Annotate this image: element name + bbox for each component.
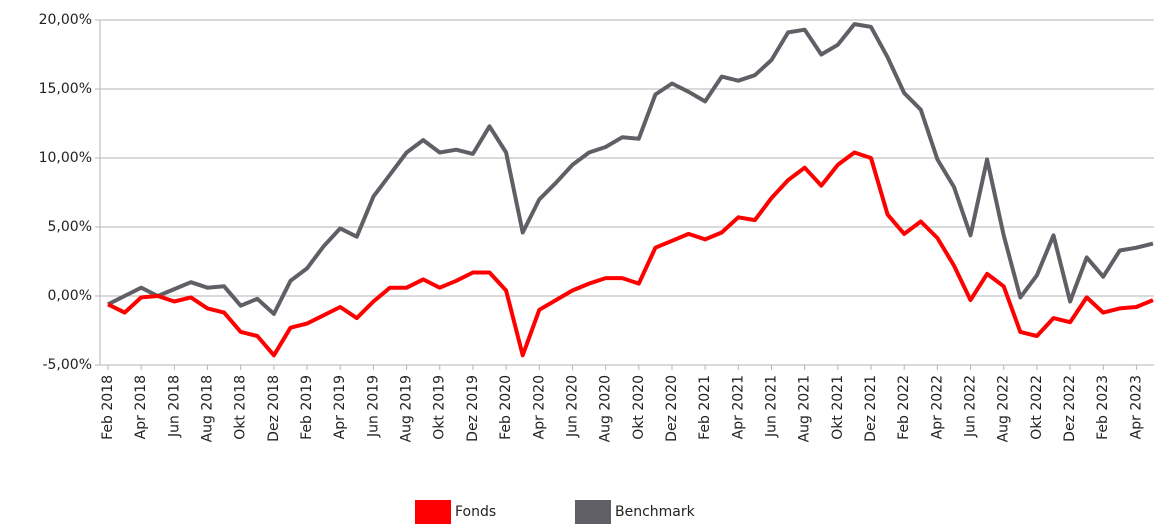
x-tick-label: Dez 2022 [1062,375,1078,442]
x-tick-label: Okt 2021 [830,375,846,440]
x-tick-label: Jun 2018 [166,375,182,438]
legend-swatch [415,500,451,524]
x-tick-label: Feb 2023 [1095,375,1111,440]
x-tick-label: Feb 2022 [896,375,912,440]
x-tick-label: Feb 2021 [697,375,713,440]
x-tick-label: Jun 2022 [963,375,979,438]
x-tick-label: Okt 2020 [631,375,647,440]
x-tick-label: Dez 2021 [863,375,879,442]
series-line [107,150,1154,358]
x-tick-label: Apr 2019 [332,375,348,439]
y-tick-label: -5,00% [42,357,92,373]
x-tick-label: Aug 2020 [598,375,614,442]
x-tick-label: Feb 2019 [299,375,315,440]
x-tick-label: Apr 2023 [1128,375,1144,439]
x-tick-label: Aug 2019 [399,375,415,442]
x-tick-label: Okt 2022 [1029,375,1045,440]
legend-label: Fonds [455,504,496,520]
legend-swatch [575,500,611,524]
x-tick-label: Apr 2020 [531,375,547,439]
x-tick-label: Feb 2020 [498,375,514,440]
legend-label: Benchmark [615,504,696,520]
x-tick-label: Feb 2018 [100,375,116,440]
x-tick-label: Dez 2019 [465,375,481,442]
x-tick-label: Okt 2018 [233,375,249,440]
x-tick-label: Apr 2022 [929,375,945,439]
series-line [107,22,1154,316]
y-tick-label: 15,00% [39,81,92,97]
x-tick-label: Aug 2021 [797,375,813,442]
x-tick-label: Dez 2018 [266,375,282,442]
y-tick-label: 5,00% [48,219,92,235]
x-tick-label: Aug 2018 [200,375,216,442]
x-tick-label: Jun 2019 [365,375,381,438]
x-tick-label: Apr 2018 [133,375,149,439]
x-tick-label: Apr 2021 [730,375,746,439]
x-tick-label: Aug 2022 [996,375,1012,442]
y-tick-label: 20,00% [39,12,92,28]
y-tick-label: 10,00% [39,150,92,166]
y-tick-label: 0,00% [48,288,92,304]
x-tick-label: Jun 2021 [763,375,779,438]
x-tick-label: Dez 2020 [664,375,680,442]
x-tick-label: Okt 2019 [432,375,448,440]
x-tick-label: Jun 2020 [564,375,580,438]
